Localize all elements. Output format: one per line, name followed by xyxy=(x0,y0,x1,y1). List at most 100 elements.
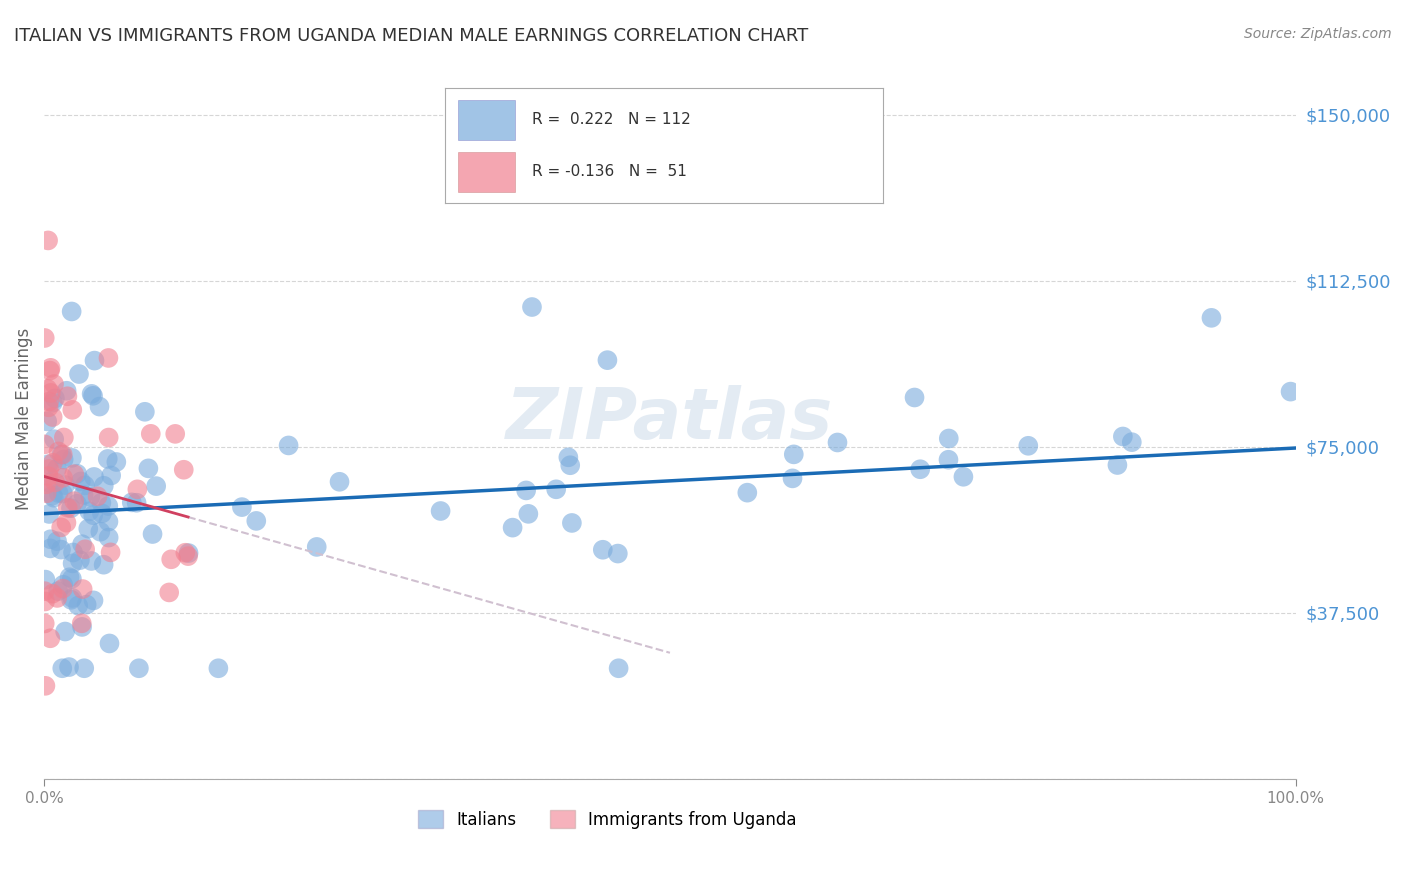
Point xyxy=(207,661,229,675)
Point xyxy=(37,457,59,471)
Point xyxy=(1017,439,1039,453)
Point xyxy=(55,384,77,398)
Point xyxy=(1112,429,1135,443)
Point xyxy=(93,558,115,572)
Point xyxy=(41,489,63,503)
Point xyxy=(515,483,537,498)
Point xyxy=(128,661,150,675)
Point xyxy=(139,426,162,441)
Point xyxy=(63,467,86,482)
Point xyxy=(177,546,200,560)
Point xyxy=(44,432,66,446)
Point xyxy=(46,584,69,599)
Point xyxy=(938,432,960,446)
Point xyxy=(97,531,120,545)
Point xyxy=(83,593,105,607)
Point xyxy=(34,616,56,631)
Point xyxy=(73,661,96,675)
Point xyxy=(97,351,120,365)
Point xyxy=(41,410,63,425)
Point xyxy=(34,437,56,451)
Point xyxy=(46,461,69,475)
Point xyxy=(560,458,582,473)
Point xyxy=(53,624,76,639)
Point xyxy=(79,504,101,518)
Point xyxy=(60,402,83,417)
Point xyxy=(80,387,103,401)
Point xyxy=(34,679,56,693)
Point xyxy=(105,455,128,469)
Point xyxy=(55,516,77,530)
Point xyxy=(277,438,299,452)
Point xyxy=(37,234,59,248)
Point xyxy=(35,477,58,491)
Point xyxy=(34,331,56,345)
Point xyxy=(305,540,328,554)
Y-axis label: Median Male Earnings: Median Male Earnings xyxy=(15,328,32,510)
Point xyxy=(37,469,59,483)
Point xyxy=(73,478,96,492)
Point xyxy=(827,435,849,450)
Point xyxy=(596,353,619,368)
Point xyxy=(98,636,121,650)
Point xyxy=(62,557,84,571)
Point xyxy=(1121,435,1143,450)
Point xyxy=(34,584,56,599)
Point xyxy=(66,497,89,511)
Point xyxy=(48,444,70,458)
Point xyxy=(561,516,583,530)
Point xyxy=(82,389,104,403)
Point xyxy=(39,360,62,375)
Point xyxy=(100,468,122,483)
Point xyxy=(41,587,63,601)
Point xyxy=(938,452,960,467)
Point xyxy=(42,377,65,392)
Point xyxy=(952,469,974,483)
Point xyxy=(502,521,524,535)
Point xyxy=(42,395,65,409)
Point xyxy=(37,414,59,428)
Point xyxy=(52,471,75,485)
Point xyxy=(38,507,60,521)
Point xyxy=(429,504,451,518)
Point xyxy=(69,553,91,567)
Point xyxy=(607,661,630,675)
Text: ZIPatlas: ZIPatlas xyxy=(506,384,834,454)
Point xyxy=(82,508,104,523)
Point xyxy=(100,545,122,559)
Point xyxy=(72,488,94,502)
Point xyxy=(75,542,97,557)
Point xyxy=(1279,384,1302,399)
Point xyxy=(38,475,60,490)
Point xyxy=(67,599,90,613)
Point xyxy=(44,392,66,406)
Point xyxy=(86,489,108,503)
Point xyxy=(51,661,73,675)
Point xyxy=(51,520,73,534)
Point xyxy=(56,500,79,515)
Point xyxy=(42,491,65,505)
Point xyxy=(39,363,62,377)
Point xyxy=(97,430,120,444)
Point xyxy=(39,385,62,400)
Point xyxy=(138,461,160,475)
Point xyxy=(76,598,98,612)
Point xyxy=(66,467,89,481)
Point xyxy=(60,572,83,586)
Point xyxy=(160,552,183,566)
Point xyxy=(63,494,86,508)
Point xyxy=(70,537,93,551)
Point xyxy=(58,570,80,584)
Point xyxy=(77,522,100,536)
Point xyxy=(89,400,111,414)
Point xyxy=(1107,458,1129,472)
Text: Source: ZipAtlas.com: Source: ZipAtlas.com xyxy=(1244,27,1392,41)
Point xyxy=(38,462,60,476)
Point xyxy=(34,573,56,587)
Point xyxy=(44,475,66,490)
Point xyxy=(80,554,103,568)
Point xyxy=(546,483,568,497)
Point xyxy=(37,382,59,396)
Point xyxy=(53,478,76,492)
Point xyxy=(90,496,112,510)
